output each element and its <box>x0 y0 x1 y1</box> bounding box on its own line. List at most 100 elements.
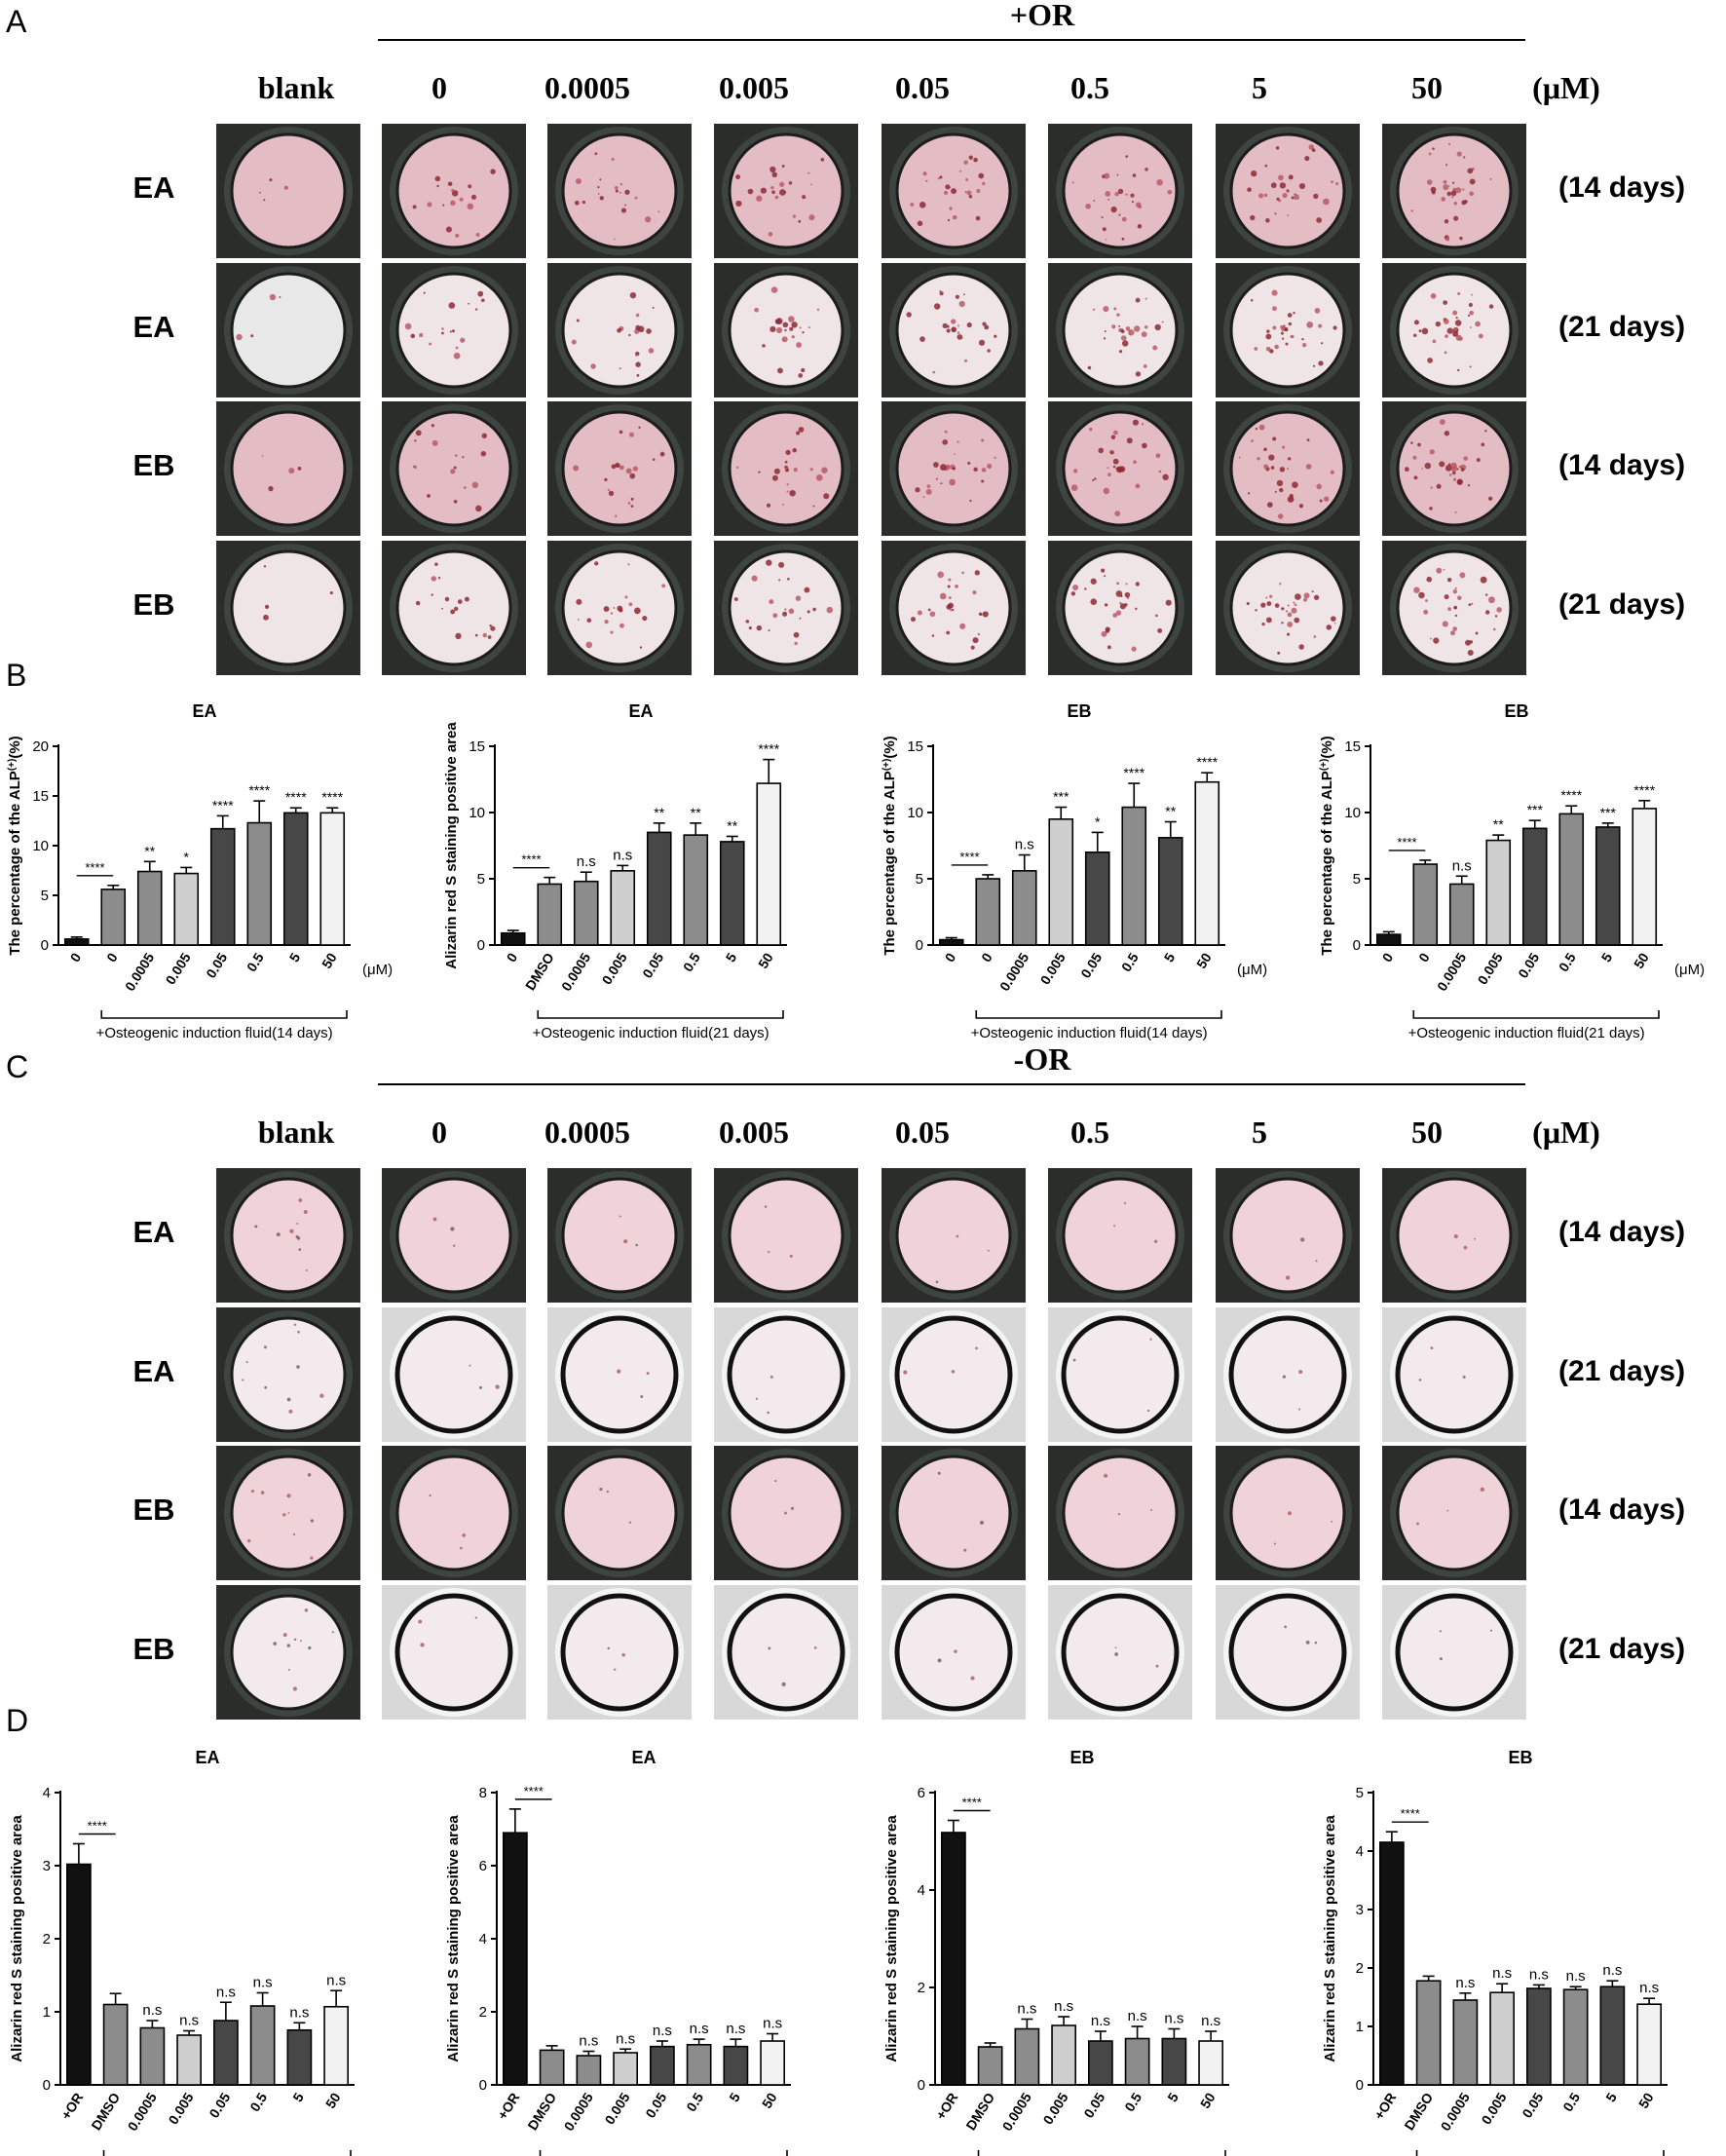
culture-well-image <box>1216 1307 1360 1442</box>
significance-label: * <box>1095 813 1101 829</box>
plus-row-days-label: (21 days) <box>1558 588 1686 621</box>
bar <box>1051 2024 1077 2086</box>
group-label: +Osteogenic induction fluid(21 days) <box>1408 1025 1645 1041</box>
plus-row-cell-label: EA <box>132 310 175 344</box>
culture-well-image <box>1216 1585 1360 1720</box>
bar <box>100 889 127 946</box>
bar <box>1525 1987 1552 2086</box>
y-tick-label: 5 <box>41 888 49 904</box>
bar <box>249 2005 276 2086</box>
chart-title: EB <box>1508 1748 1532 1767</box>
culture-well-image <box>1382 401 1526 536</box>
y-tick-label: 15 <box>907 738 923 755</box>
culture-well-image <box>1382 124 1526 258</box>
bar <box>613 2052 639 2086</box>
plus-column-label: 0.5 <box>1070 70 1109 105</box>
y-tick-label: 5 <box>1353 871 1361 888</box>
bar <box>977 2046 1003 2086</box>
culture-well-image <box>216 1307 360 1442</box>
significance-label: n.s <box>326 1972 346 1988</box>
chart-title: EB <box>1069 1748 1094 1767</box>
culture-well-image <box>882 401 1026 536</box>
bar <box>1161 2037 1187 2086</box>
bar <box>1521 827 1548 946</box>
x-tick-label: +OR <box>1370 2090 1399 2122</box>
significance-label: n.s <box>1017 2001 1036 2018</box>
culture-well-image <box>382 401 526 536</box>
culture-well-image <box>882 1307 1026 1442</box>
y-tick-label: 8 <box>479 1785 487 1801</box>
significance-label: n.s <box>616 2030 635 2047</box>
y-tick-label: 6 <box>918 1785 925 1801</box>
unit-label: (μM) <box>362 962 393 978</box>
culture-well-image <box>1216 401 1360 536</box>
culture-well-image <box>216 1446 360 1580</box>
significance-label: n.s <box>216 1984 236 2000</box>
plus-column-label: 0 <box>432 70 447 105</box>
bar <box>502 1832 528 2086</box>
bar <box>212 2020 239 2086</box>
significance-label: *** <box>1527 802 1544 817</box>
y-tick-label: 15 <box>469 738 485 755</box>
culture-well-image <box>1048 1168 1192 1303</box>
minus-column-label: blank <box>257 1115 335 1150</box>
bar <box>1415 1980 1442 2086</box>
panel-label-d: D <box>6 1703 29 1738</box>
culture-well-image <box>1216 263 1360 397</box>
culture-well-image <box>714 1307 858 1442</box>
culture-well-image <box>547 401 692 536</box>
plus-unit-label: (μM) <box>1532 70 1600 105</box>
bar <box>940 1832 966 2086</box>
y-tick-label: 15 <box>1344 738 1361 755</box>
bracket-label: **** <box>1401 1806 1420 1821</box>
y-tick-label: 0 <box>479 2077 487 2094</box>
minus-unit-label: (μM) <box>1532 1115 1600 1150</box>
bracket-label: **** <box>85 860 104 875</box>
x-tick-label: 5 <box>1602 2090 1620 2104</box>
culture-well-image <box>1048 1307 1192 1442</box>
plus-column-label: 0.005 <box>719 70 789 105</box>
y-tick-label: 0 <box>1353 937 1361 954</box>
culture-well-image <box>1048 263 1192 397</box>
significance-label: ** <box>691 805 701 820</box>
bracket-label: **** <box>521 852 541 867</box>
bracket-label: **** <box>88 1819 107 1834</box>
significance-label: ** <box>654 805 664 820</box>
significance-label: **** <box>248 782 270 798</box>
culture-well-image <box>547 1307 692 1442</box>
culture-well-image <box>1382 1307 1526 1442</box>
y-tick-label: 0 <box>477 937 485 954</box>
minus-column-label: 0.0005 <box>544 1115 630 1150</box>
culture-well-image <box>1216 124 1360 258</box>
bar <box>1558 813 1585 946</box>
significance-label: **** <box>321 789 343 805</box>
significance-label: n.s <box>653 2023 672 2039</box>
plus-column-label: blank <box>257 70 335 105</box>
y-tick-label: 0 <box>918 2077 925 2094</box>
bar <box>173 872 200 946</box>
culture-well-image <box>1382 263 1526 397</box>
significance-label: n.s <box>253 1975 273 1991</box>
chart-title: EA <box>628 701 653 721</box>
culture-well-image <box>1382 541 1526 675</box>
y-tick-label: 2 <box>1356 1960 1364 1977</box>
significance-label: **** <box>1633 782 1655 798</box>
group-label: +Osteogenic induction fluid(14 days) <box>96 1025 333 1041</box>
bar <box>576 2055 602 2086</box>
y-axis-label: Alizarin red S staining positive area <box>883 1815 900 2062</box>
group-bracket <box>975 1010 1222 1019</box>
culture-well-image <box>382 263 526 397</box>
significance-label: n.s <box>763 2016 782 2032</box>
culture-well-image <box>714 263 858 397</box>
culture-well-image <box>382 1446 526 1580</box>
culture-well-image <box>547 1585 692 1720</box>
bar <box>1485 839 1512 946</box>
culture-well-image <box>1048 1446 1192 1580</box>
minus-or-title: -OR <box>1013 1041 1071 1077</box>
chart-title: EA <box>195 1748 219 1767</box>
significance-label: n.s <box>1452 857 1472 874</box>
significance-label: **** <box>758 741 779 757</box>
culture-well-image <box>1048 541 1192 675</box>
significance-label: * <box>184 849 190 864</box>
group-bracket <box>1412 1010 1660 1019</box>
